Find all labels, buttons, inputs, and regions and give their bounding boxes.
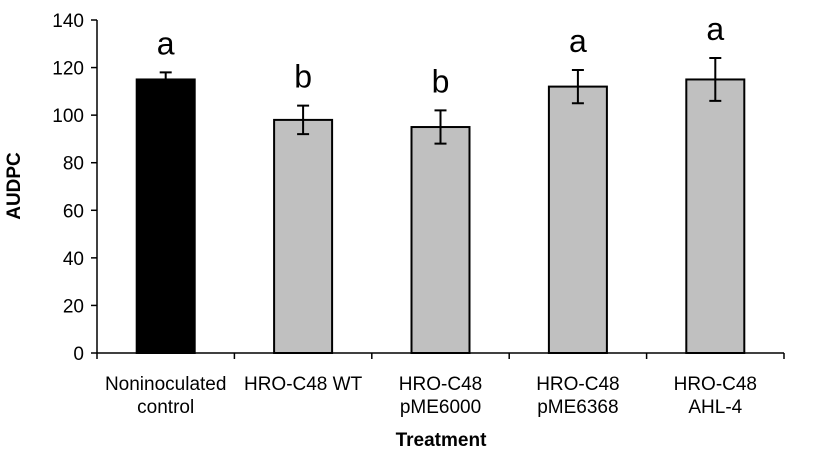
y-tick-label: 120: [52, 59, 84, 80]
bar: [273, 118, 334, 355]
y-tick-label: 100: [52, 106, 84, 127]
category-label: HRO-C48 pME6000: [399, 374, 482, 418]
error-bar: [571, 68, 584, 105]
error-bar: [297, 104, 310, 136]
error-bars-group: [159, 57, 722, 145]
bar: [547, 85, 608, 354]
y-tick-label: 60: [63, 201, 84, 222]
bar: [135, 78, 196, 354]
significance-letter: a: [157, 25, 175, 61]
bars-group: [135, 78, 746, 355]
significance-letter: b: [294, 59, 312, 95]
y-tick-label: 0: [73, 344, 84, 365]
y-tick-label: 140: [52, 11, 84, 32]
significance-letters-group: a b b a a: [157, 11, 725, 99]
error-bar: [159, 71, 172, 88]
error-bar: [709, 57, 722, 102]
y-tick-label: 80: [63, 154, 84, 175]
category-label: HRO-C48 pME6368: [536, 374, 619, 418]
significance-letter: a: [706, 11, 724, 47]
significance-letter: b: [432, 63, 450, 99]
category-label: HRO-C48 AHL-4: [674, 374, 757, 418]
bar: [410, 126, 471, 354]
y-tick-label: 20: [63, 296, 84, 317]
y-tick-label: 40: [63, 249, 84, 270]
bar: [685, 78, 746, 354]
error-bar: [434, 109, 447, 145]
y-axis-ticks: 0 20 40 60 80 100 120 140: [52, 11, 97, 365]
x-axis-title: Treatment: [396, 430, 487, 451]
category-labels-group: Noninoculated control HRO-C48 WT HRO-C48 pME…: [105, 374, 757, 418]
category-label: Noninoculated control: [105, 374, 226, 418]
x-axis-ticks: [96, 353, 785, 359]
category-label: HRO-C48 WT: [244, 374, 363, 395]
y-axis-title: AUDPC: [4, 152, 25, 220]
significance-letter: a: [569, 23, 587, 59]
